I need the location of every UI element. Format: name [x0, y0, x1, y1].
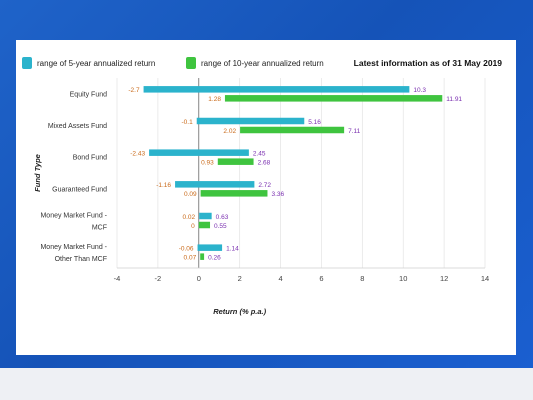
bar-5-year [175, 181, 255, 188]
category-label: Equity Fund [70, 91, 107, 98]
data-label-min: 1.28 [208, 96, 221, 103]
data-label-min: -0.06 [179, 245, 194, 252]
chart-panel: range of 5-year annualized return range … [16, 40, 516, 355]
x-tick-label: 0 [197, 274, 201, 283]
bar-5-year [196, 117, 305, 125]
bar-5-year [143, 86, 410, 93]
x-tick-label: -2 [155, 274, 162, 283]
data-label-max: 11.91 [446, 96, 462, 103]
data-label-max: 2.45 [253, 150, 266, 157]
data-label-min: -1.16 [156, 182, 171, 189]
data-label-max: 2.68 [258, 159, 271, 166]
data-label-max: 0.26 [208, 254, 221, 261]
data-label-min: -2.7 [128, 87, 140, 94]
category-label: Guaranteed Fund [52, 186, 107, 193]
category-label-line-1: Money Market Fund - [40, 244, 107, 251]
bar-10-year [198, 221, 211, 229]
legend-label-5-year: range of 5-year annualized return [37, 58, 156, 68]
bar-10-year [240, 126, 345, 134]
data-label-max: 3.36 [271, 191, 284, 198]
x-tick-label: 2 [238, 274, 242, 283]
bar-10-year [217, 158, 254, 165]
data-label-min: 0 [191, 223, 195, 230]
category-label-line-2: MCF [92, 225, 107, 232]
bar-5-year [149, 149, 249, 156]
bar-5-year [199, 212, 212, 220]
data-label-min: -0.1 [182, 119, 194, 126]
data-label-min: 2.02 [223, 128, 236, 135]
x-tick-label: 6 [319, 274, 323, 283]
bottom-strip [0, 368, 533, 400]
legend-swatch-10-year [186, 57, 196, 69]
bar-5-year [197, 244, 223, 251]
data-label-min: 0.02 [183, 214, 196, 221]
category-label: Mixed Assets Fund [48, 123, 107, 130]
data-label-max: 0.55 [214, 223, 227, 230]
category-label-line-2: Other Than MCF [55, 256, 107, 263]
x-tick-label: 4 [278, 274, 282, 283]
range-bar-chart: -4 -2 0 2 4 6 8 10 12 14 Return (% p.a.) Fund Type E… [33, 78, 489, 316]
x-tick-label: -4 [114, 274, 121, 283]
x-axis-title: Return (% p.a.) [213, 307, 266, 316]
data-label-max: 10.3 [413, 87, 426, 94]
data-label-min: 0.07 [184, 254, 197, 261]
bar-10-year [200, 253, 205, 260]
data-label-min: 0.93 [201, 159, 214, 166]
data-label-min: 0.09 [184, 191, 197, 198]
x-tick-label: 12 [440, 274, 448, 283]
x-tick-label: 14 [481, 274, 489, 283]
legend: range of 5-year annualized return range … [16, 57, 516, 73]
x-tick-label: 8 [360, 274, 364, 283]
legend-swatch-5-year [22, 57, 32, 69]
legend-item-10-year: range of 10-year annualized return [186, 57, 324, 69]
category-label: Bond Fund [73, 155, 107, 162]
x-tick-label: 10 [399, 274, 407, 283]
data-label-max: 1.14 [226, 245, 239, 252]
data-date-note: Latest information as of 31 May 2019 [353, 58, 502, 68]
y-axis-title: Fund Type [33, 154, 42, 192]
legend-item-5-year: range of 5-year annualized return [22, 57, 155, 69]
category-label-line-1: Money Market Fund - [40, 213, 107, 220]
bar-10-year [200, 190, 268, 197]
data-label-min: -2.43 [130, 150, 145, 157]
bar-10-year [224, 95, 443, 102]
data-label-max: 0.63 [216, 214, 229, 221]
data-label-max: 2.72 [258, 182, 271, 189]
data-label-max: 7.11 [348, 128, 361, 135]
data-label-max: 5.16 [308, 119, 321, 126]
legend-label-10-year: range of 10-year annualized return [201, 58, 324, 68]
